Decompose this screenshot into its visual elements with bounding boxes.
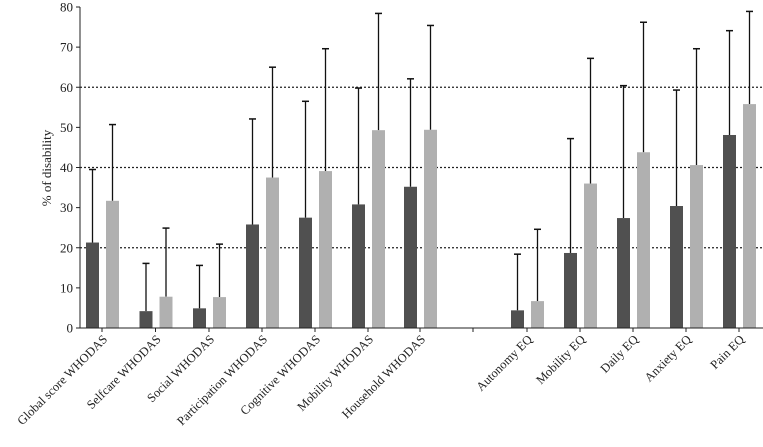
bar [511,310,524,328]
bar [139,311,153,328]
x-tick-label: Pain EQ [708,332,748,372]
bar [617,218,630,328]
x-tick-label: Global score WHODAS [14,332,110,428]
bar [159,296,173,328]
x-tick-label: Autonomy EQ [473,332,535,394]
bar [637,152,650,328]
bar [86,242,99,328]
y-tick-label: 40 [60,160,73,175]
bar [299,217,312,328]
bar [193,308,206,328]
bar [564,252,577,328]
y-axis-label: % of disability [39,129,54,206]
bar [723,134,736,328]
bar [424,129,437,328]
bar [690,165,703,328]
bar [106,200,119,328]
bar [319,171,332,328]
bar [670,206,683,328]
y-tick-label: 80 [60,0,73,15]
y-tick-label: 60 [60,80,73,95]
x-tick-label: Anxiety EQ [642,332,694,384]
bar [246,224,259,328]
x-tick-label: Participation WHODAS [174,332,270,428]
bar [352,204,365,328]
bar [531,301,544,328]
bar [584,183,597,328]
x-tick-label: Daily EQ [598,332,642,376]
y-tick-label: 50 [60,120,73,135]
x-tick-label: Mobility EQ [533,332,588,387]
y-tick-label: 10 [60,280,73,295]
y-tick-label: 0 [67,321,74,336]
bar [743,104,756,328]
bar [266,177,279,328]
bar [404,186,417,328]
bar [372,130,385,328]
y-tick-label: 20 [60,240,73,255]
bar [213,297,226,328]
y-tick-label: 30 [60,200,73,215]
y-tick-label: 70 [60,40,73,55]
